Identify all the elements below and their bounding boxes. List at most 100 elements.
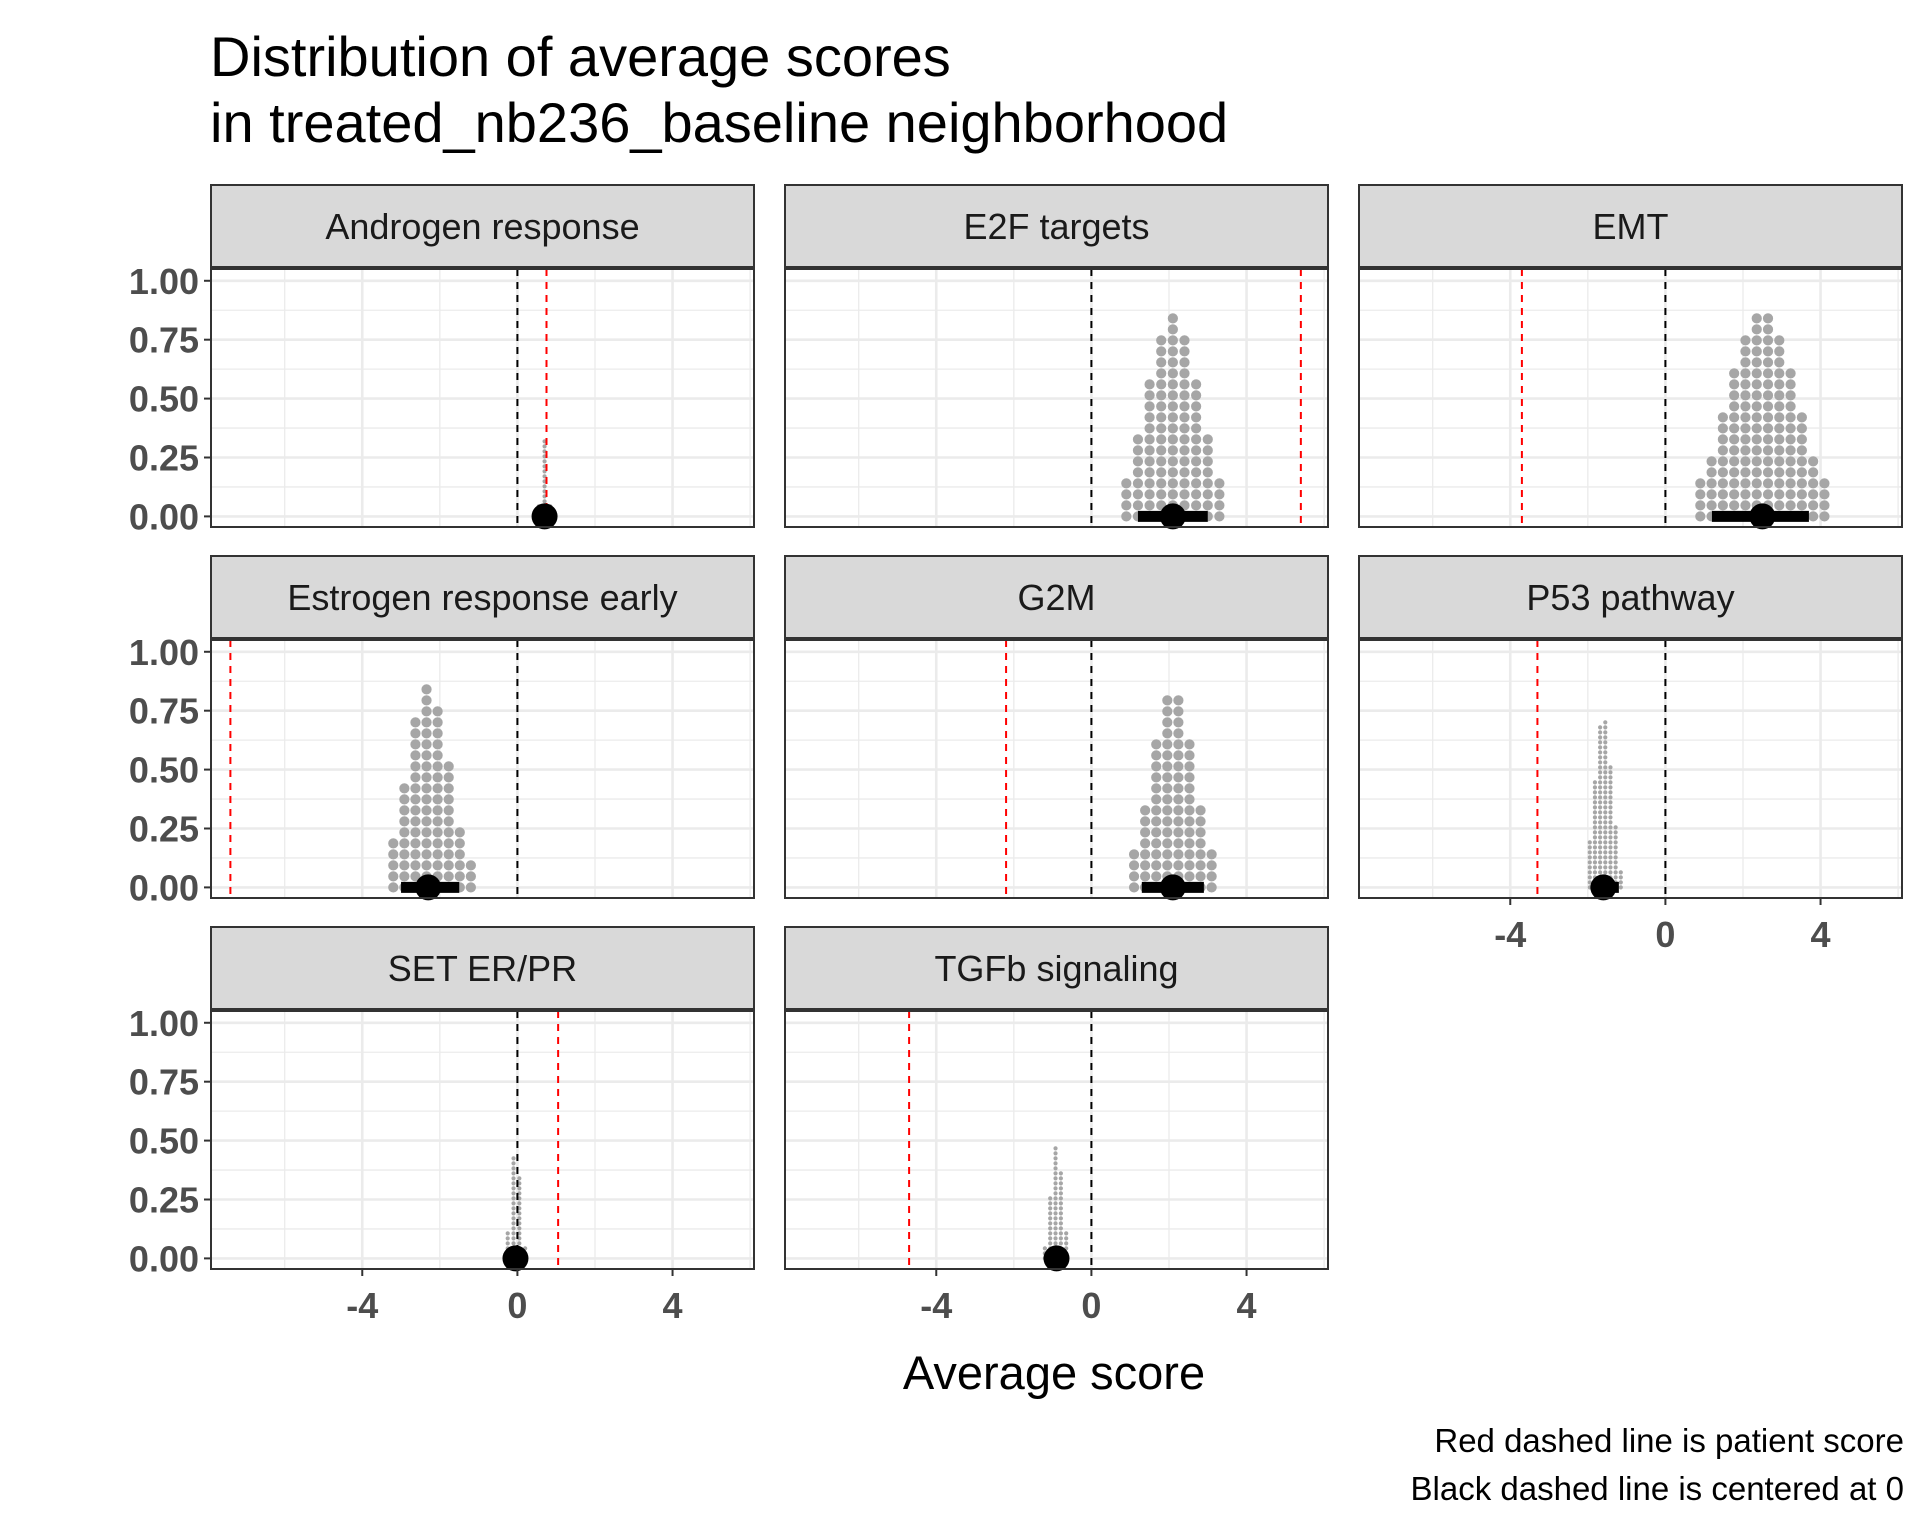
distribution-dot (1151, 860, 1162, 871)
panel-g2m: G2M (784, 555, 1329, 901)
distribution-dot (1121, 500, 1132, 511)
distribution-dot (542, 459, 547, 464)
distribution-dot (1740, 467, 1751, 478)
distribution-dot (1202, 489, 1213, 500)
distribution-dot (1179, 390, 1190, 401)
distribution-dot (1151, 739, 1162, 750)
distribution-dot (1613, 835, 1618, 840)
distribution-dot (1156, 412, 1167, 423)
distribution-dot (511, 1221, 516, 1226)
distribution-dot (1132, 467, 1144, 478)
distribution-dot (399, 805, 410, 816)
distribution-dot (1156, 445, 1167, 456)
distribution-dot (1774, 368, 1785, 379)
panel-e2f-targets: E2F targets (784, 184, 1329, 530)
distribution-dot (1121, 511, 1132, 522)
distribution-dot (1048, 1241, 1053, 1246)
distribution-dot (1162, 827, 1173, 838)
distribution-dot (1140, 871, 1151, 882)
distribution-dot (1774, 500, 1785, 511)
distribution-dot (1740, 412, 1751, 423)
distribution-dot (1179, 412, 1190, 423)
distribution-dot (421, 849, 432, 860)
distribution-dot (1598, 815, 1603, 820)
y-tick-label: 0.50 (129, 379, 199, 420)
distribution-dot (1058, 1176, 1063, 1181)
median-point (1590, 874, 1617, 901)
panel-strip-label: P53 pathway (1526, 577, 1734, 618)
distribution-dot (1202, 478, 1213, 489)
distribution-dot (1819, 500, 1830, 511)
distribution-dot (1608, 815, 1613, 820)
distribution-dot (1191, 500, 1202, 511)
distribution-dot (1751, 346, 1762, 357)
distribution-dot (1613, 870, 1618, 875)
distribution-dot (1191, 423, 1202, 434)
distribution-dot (1167, 434, 1178, 445)
distribution-dot (505, 1231, 510, 1236)
distribution-dot (1603, 860, 1608, 865)
distribution-dot (1167, 423, 1178, 434)
distribution-dot (421, 750, 432, 761)
distribution-dot (1706, 489, 1717, 500)
distribution-dot (1167, 412, 1178, 423)
distribution-dot (1729, 423, 1740, 434)
distribution-dot (1751, 390, 1762, 401)
distribution-dot (1587, 845, 1592, 850)
distribution-dot (421, 783, 432, 794)
distribution-dot (511, 1171, 516, 1176)
distribution-dot (1058, 1181, 1063, 1186)
distribution-dot (517, 1176, 522, 1181)
distribution-dot (1774, 489, 1785, 500)
distribution-dot (421, 761, 432, 772)
distribution-dot (1603, 865, 1608, 870)
distribution-dot (1592, 815, 1598, 820)
distribution-dot (1587, 840, 1592, 845)
distribution-dot (1191, 401, 1202, 412)
distribution-dot (1603, 750, 1608, 755)
distribution-dot (1695, 489, 1706, 500)
distribution-dot (432, 706, 443, 717)
distribution-dot (1053, 1161, 1058, 1166)
distribution-dot (1774, 346, 1785, 357)
distribution-dot (1058, 1186, 1063, 1191)
distribution-dot (1808, 489, 1819, 500)
distribution-dot (1608, 870, 1613, 875)
panel-estrogen-response-early: Estrogen response early 0.00 0.25 0.50 0.75 1… (129, 555, 755, 908)
caption-line-1: Red dashed line is patient score (1434, 1422, 1904, 1459)
distribution-dot (1762, 313, 1774, 324)
distribution-dot (1202, 500, 1213, 511)
distribution-dot (1162, 794, 1173, 805)
distribution-dot (1603, 725, 1608, 730)
distribution-dot (1156, 467, 1167, 478)
distribution-dot (1214, 500, 1225, 511)
distribution-dot (432, 816, 443, 827)
distribution-dot (421, 717, 432, 728)
distribution-dot (1740, 478, 1751, 489)
distribution-dot (1717, 489, 1728, 500)
distribution-dot (1729, 412, 1740, 423)
distribution-dot (1762, 379, 1774, 390)
distribution-dot (443, 772, 454, 783)
distribution-dot (1592, 870, 1598, 875)
distribution-dot (465, 882, 476, 893)
y-tick-label: 0.00 (129, 496, 199, 537)
distribution-dot (1162, 860, 1173, 871)
distribution-dot (511, 1226, 516, 1231)
distribution-dot (1603, 795, 1608, 800)
distribution-dot (1796, 467, 1807, 478)
distribution-dot (1132, 445, 1144, 456)
distribution-dot (443, 783, 454, 794)
distribution-dot (1058, 1226, 1063, 1231)
distribution-dot (1128, 882, 1140, 893)
distribution-dot (1740, 357, 1751, 368)
distribution-dot (1608, 850, 1613, 855)
panel-strip (784, 926, 1329, 1010)
distribution-dot (1613, 825, 1618, 830)
distribution-dot (1762, 478, 1774, 489)
distribution-dot (1598, 790, 1603, 795)
distribution-dot (1598, 800, 1603, 805)
distribution-dot (511, 1241, 516, 1246)
distribution-dot (1132, 434, 1144, 445)
distribution-dot (1592, 835, 1598, 840)
